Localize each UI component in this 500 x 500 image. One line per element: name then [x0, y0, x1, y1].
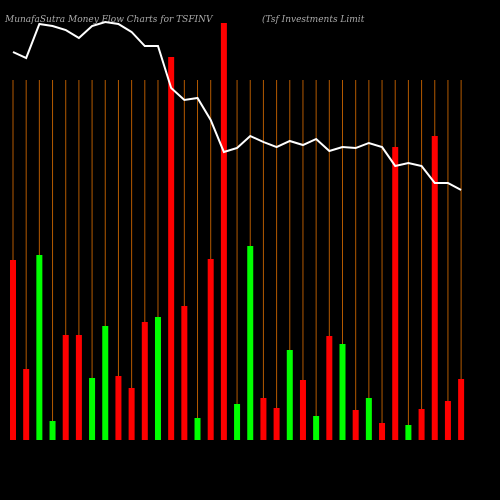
- bar: [181, 306, 188, 440]
- bar: [75, 335, 82, 440]
- bar: [286, 350, 293, 440]
- bar: [273, 408, 280, 440]
- bar: [234, 404, 241, 440]
- bar: [352, 410, 359, 440]
- bar: [36, 255, 43, 440]
- bar: [10, 260, 16, 440]
- bar: [379, 423, 386, 440]
- bar: [168, 57, 175, 440]
- chart-subtitle: (Tsf Investments Limit: [262, 14, 365, 25]
- bar: [62, 335, 69, 440]
- chart-title: MunafaSutra Money Flow Charts for TSFINV: [4, 15, 214, 25]
- bar: [141, 322, 148, 440]
- bar: [154, 317, 161, 440]
- bar: [23, 369, 30, 440]
- bar: [89, 378, 96, 440]
- bar: [115, 376, 122, 440]
- bar: [247, 246, 254, 440]
- bar: [392, 147, 399, 440]
- bar: [339, 344, 346, 440]
- bar: [418, 409, 425, 440]
- bar: [194, 418, 201, 440]
- price-line: [12, 20, 462, 191]
- bar: [313, 416, 320, 440]
- bar: [365, 398, 372, 440]
- bar: [431, 136, 438, 440]
- bar: [220, 23, 227, 440]
- bar: [444, 401, 451, 440]
- bar: [299, 380, 306, 440]
- bar: [128, 388, 135, 440]
- bar: [458, 379, 465, 440]
- bar: [260, 398, 267, 440]
- bar: [207, 259, 214, 440]
- bar: [49, 421, 56, 440]
- bar: [405, 425, 412, 440]
- bar: [102, 326, 109, 440]
- bar: [326, 336, 333, 440]
